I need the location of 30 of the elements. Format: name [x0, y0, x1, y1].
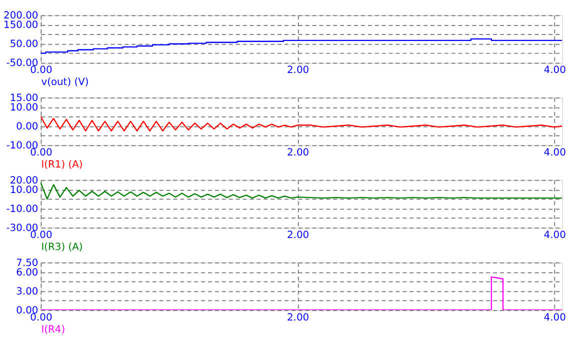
y-tick-label: 0.00: [16, 122, 38, 133]
y-tick-label: 10.00: [10, 184, 38, 196]
x-tick-label: 4.00: [544, 65, 566, 76]
y-tick-label: 200.00: [4, 10, 38, 22]
y-tick-label: 50.00: [10, 39, 38, 50]
x-tick-label: 2.00: [286, 230, 310, 242]
y-tick-label: 15.00: [10, 92, 38, 104]
y-tick-label: 20.00: [10, 175, 38, 186]
x-tick-label: 0.00: [30, 312, 52, 324]
line-series: [40, 182, 562, 200]
y-tick-label: 150.00: [4, 20, 38, 32]
y-tick-label: 6.00: [16, 267, 38, 278]
text: v(out) (V): [41, 77, 89, 88]
x-tick-label: 2.00: [286, 65, 310, 76]
y-tick-label: 3.00: [16, 286, 38, 298]
y-tick-label: 7.50: [16, 258, 38, 269]
x-tick-label: 4.00: [544, 312, 566, 324]
x-tick-label: 4.00: [544, 148, 566, 159]
x-tick-label: 0.00: [30, 148, 52, 159]
y-tick-label: 10.00: [10, 102, 38, 114]
line-series: [40, 116, 562, 132]
x-tick-label: 4.00: [544, 230, 566, 242]
x-tick-label: 2.00: [286, 312, 310, 324]
y-tick-label: -10.00: [6, 204, 38, 215]
x-tick-label: 0.00: [30, 230, 52, 242]
x-tick-label: 2.00: [286, 148, 310, 159]
text: I(R3) (A): [41, 242, 83, 253]
x-tick-label: 0.00: [30, 65, 52, 76]
series-label: I(R4): [41, 324, 66, 336]
text: I(R1) (A): [41, 160, 83, 171]
